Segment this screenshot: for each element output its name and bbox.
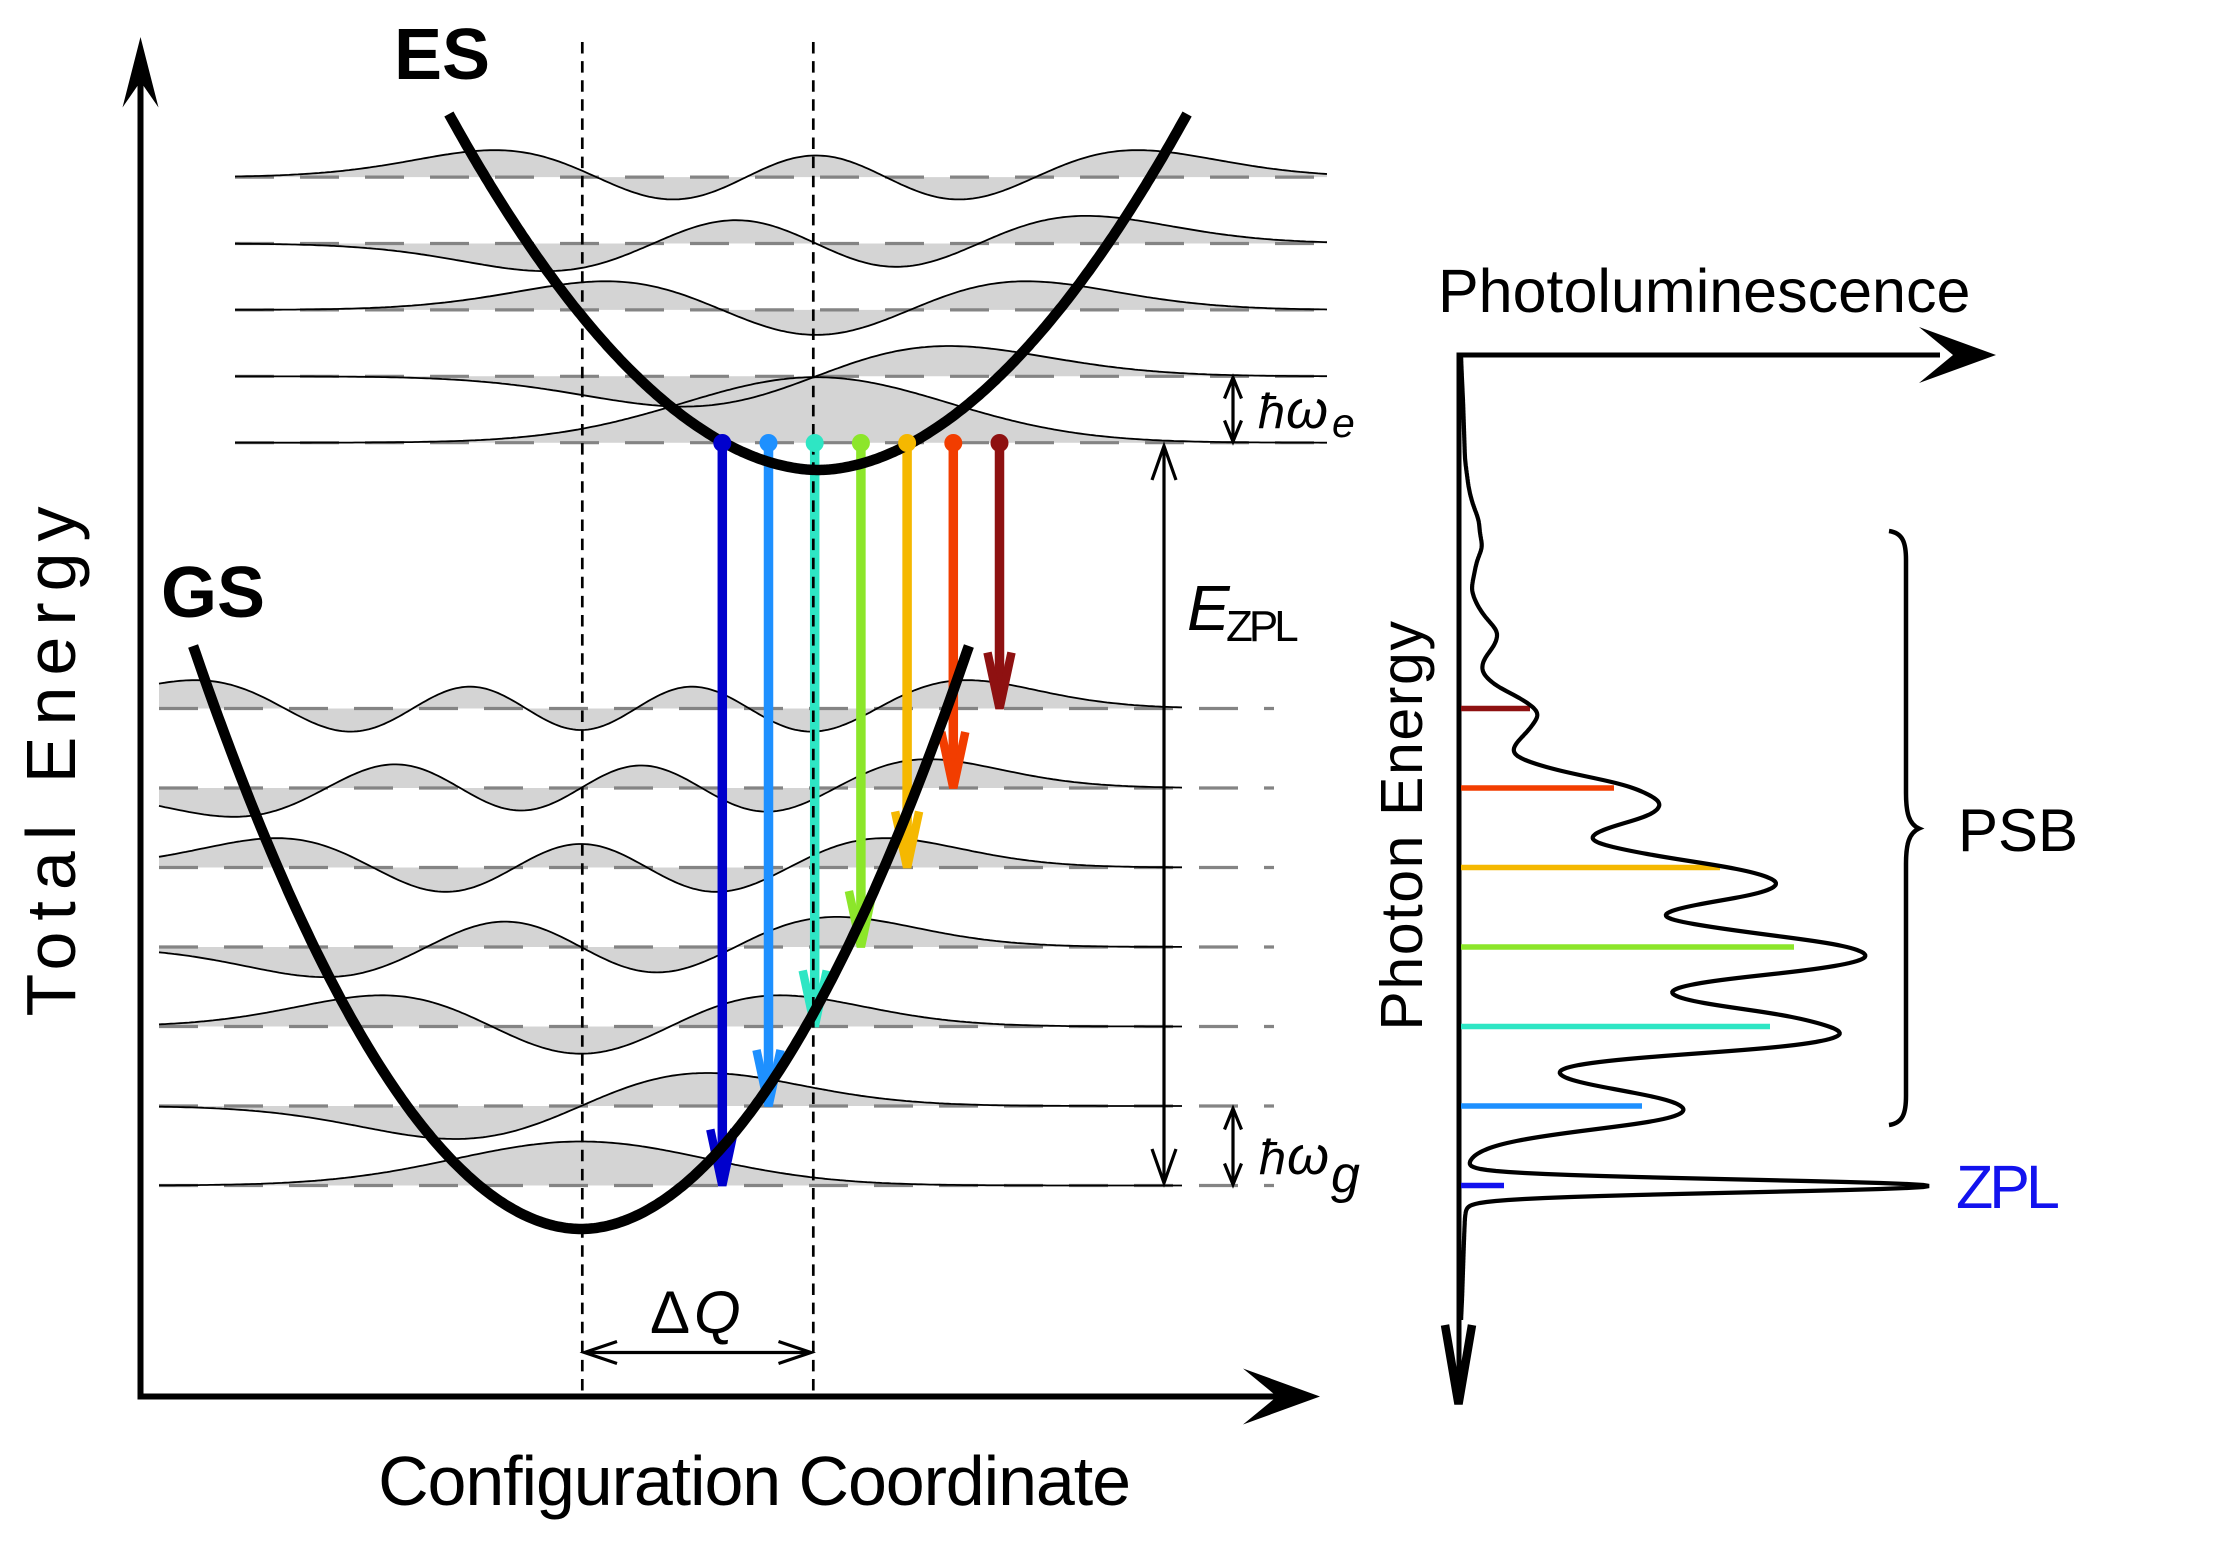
- svg-text:Δ: Δ: [650, 1279, 690, 1346]
- svg-text:GS: GS: [161, 553, 265, 633]
- svg-text:e: e: [1332, 400, 1355, 446]
- svg-text:ω: ω: [1286, 380, 1328, 440]
- svg-text:Q: Q: [694, 1279, 741, 1346]
- svg-text:E: E: [1187, 572, 1231, 644]
- svg-text:ZPL: ZPL: [1226, 602, 1298, 651]
- svg-text:ES: ES: [394, 15, 490, 95]
- svg-text:Photon Energy: Photon Energy: [1369, 619, 1435, 1030]
- svg-text:PSB: PSB: [1958, 797, 2078, 864]
- svg-text:g: g: [1331, 1146, 1360, 1204]
- svg-text:ħ: ħ: [1259, 1131, 1286, 1185]
- svg-text:Photoluminescence: Photoluminescence: [1438, 257, 1970, 325]
- svg-text:Configuration Coordinate: Configuration Coordinate: [378, 1442, 1130, 1520]
- svg-text:Total Energy: Total Energy: [12, 495, 90, 1016]
- svg-text:ħ: ħ: [1258, 385, 1285, 439]
- svg-text:ZPL: ZPL: [1956, 1153, 2058, 1221]
- svg-text:ω: ω: [1287, 1126, 1329, 1186]
